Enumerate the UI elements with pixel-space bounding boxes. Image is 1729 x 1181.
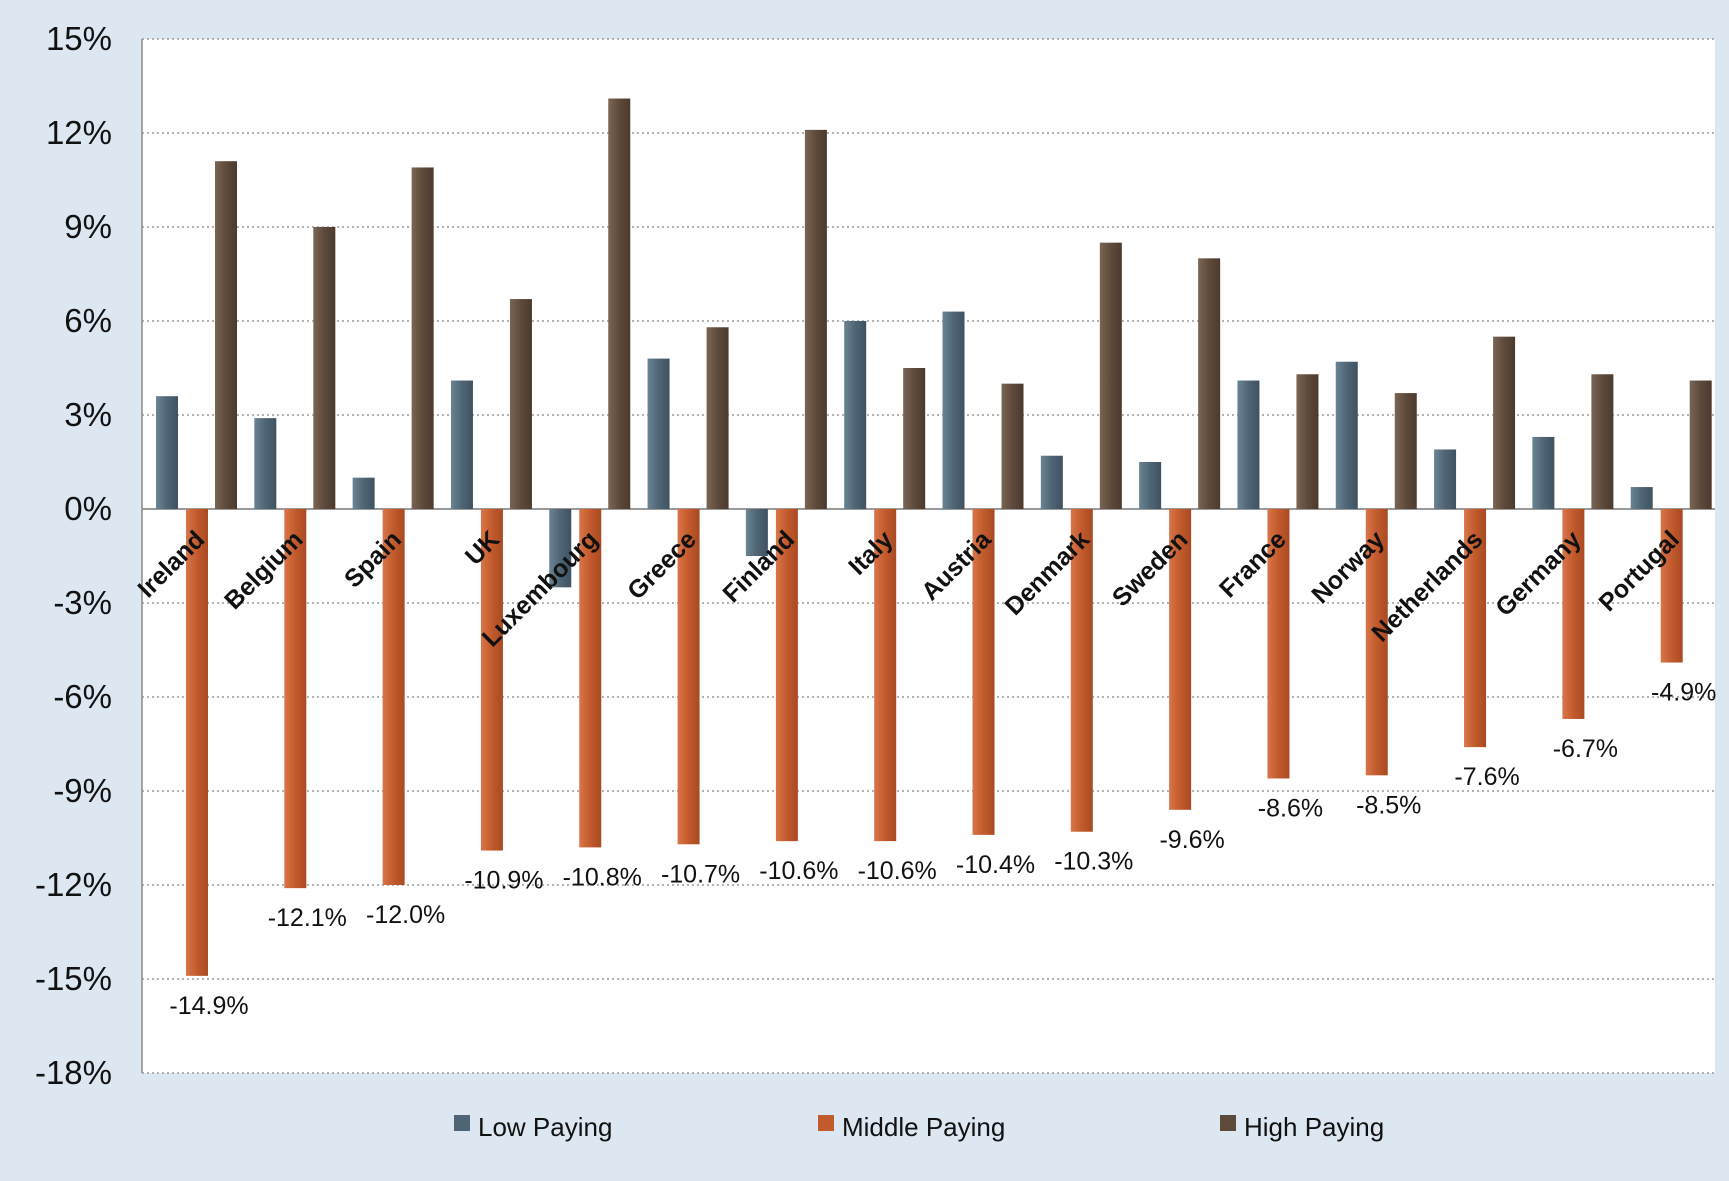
data-label: -6.7% bbox=[1553, 735, 1618, 763]
y-tick-label: 9% bbox=[64, 208, 112, 245]
data-label: -10.9% bbox=[464, 867, 543, 895]
middle-paying-bar bbox=[579, 509, 602, 848]
data-label: -10.6% bbox=[759, 857, 838, 885]
low-paying-bar bbox=[1335, 361, 1358, 509]
high-paying-bar bbox=[313, 227, 336, 509]
high-paying-bar bbox=[804, 129, 827, 509]
gridlines bbox=[141, 38, 1715, 1074]
data-label: -12.0% bbox=[366, 901, 445, 929]
y-tick-label: 0% bbox=[64, 490, 112, 527]
data-label: -4.9% bbox=[1651, 679, 1716, 707]
data-label: -10.3% bbox=[1054, 848, 1133, 876]
data-labels: -14.9% -12.1% -12.0% -10.9% -10.8% -10.7% -10.… bbox=[169, 679, 1716, 1020]
high-paying-bar bbox=[706, 327, 729, 509]
low-paying-bar bbox=[254, 418, 277, 509]
low-paying-bar bbox=[1237, 380, 1260, 509]
high-paying-bar bbox=[215, 161, 238, 509]
low-paying-bar bbox=[1434, 449, 1457, 509]
data-label: -10.6% bbox=[858, 857, 937, 885]
low-paying-bar bbox=[156, 396, 179, 509]
middle-paying-bar bbox=[775, 509, 798, 842]
legend-swatch bbox=[1220, 1115, 1236, 1131]
y-tick-label: 12% bbox=[46, 114, 112, 151]
middle-paying-bar bbox=[480, 509, 503, 851]
low-paying-bar bbox=[1139, 462, 1162, 509]
data-label: -12.1% bbox=[268, 904, 347, 932]
legend-label: High Paying bbox=[1244, 1112, 1384, 1142]
y-tick-label: 6% bbox=[64, 302, 112, 339]
low-paying-bar bbox=[844, 321, 867, 509]
data-label: -10.8% bbox=[563, 863, 642, 891]
data-label: -8.6% bbox=[1258, 794, 1323, 822]
low-paying-bar bbox=[745, 509, 768, 556]
y-tick-label: -6% bbox=[53, 678, 112, 715]
low-paying-bar bbox=[450, 380, 473, 509]
high-paying-bar bbox=[1689, 380, 1712, 509]
middle-paying-bar bbox=[186, 509, 209, 976]
low-paying-bar bbox=[549, 509, 572, 588]
data-label: -7.6% bbox=[1454, 763, 1519, 791]
bars bbox=[156, 98, 1712, 976]
high-paying-bar bbox=[1001, 383, 1024, 509]
high-paying-bar bbox=[608, 98, 631, 510]
y-tick-label: -3% bbox=[53, 584, 112, 621]
high-paying-bar bbox=[1394, 393, 1417, 509]
legend: Low Paying Middle Paying High Paying bbox=[454, 1112, 1384, 1142]
middle-paying-bar bbox=[874, 509, 897, 842]
low-paying-bar bbox=[352, 477, 375, 509]
data-label: -10.4% bbox=[956, 851, 1035, 879]
y-axis-ticks: 15% 12% 9% 6% 3% 0% -3% -6% -9% -12% -15% -18% bbox=[35, 20, 112, 1091]
high-paying-bar bbox=[1198, 258, 1221, 509]
high-paying-bar bbox=[1296, 374, 1319, 509]
middle-paying-bar bbox=[677, 509, 700, 845]
middle-paying-bar bbox=[1365, 509, 1388, 776]
middle-paying-bar bbox=[1464, 509, 1487, 748]
high-paying-bar bbox=[509, 299, 532, 509]
middle-paying-bar bbox=[1070, 509, 1093, 832]
legend-swatch bbox=[454, 1115, 470, 1131]
y-tick-label: -12% bbox=[35, 866, 112, 903]
middle-paying-bar bbox=[1562, 509, 1585, 719]
y-tick-label: -9% bbox=[53, 772, 112, 809]
low-paying-bar bbox=[1532, 436, 1555, 509]
legend-label: Low Paying bbox=[478, 1112, 612, 1142]
middle-paying-bar bbox=[382, 509, 405, 885]
data-label: -9.6% bbox=[1159, 826, 1224, 854]
data-label: -8.5% bbox=[1356, 791, 1421, 819]
legend-swatch bbox=[818, 1115, 834, 1131]
y-tick-label: -15% bbox=[35, 960, 112, 997]
high-paying-bar bbox=[1493, 336, 1516, 509]
low-paying-bar bbox=[1040, 455, 1063, 509]
legend-label: Middle Paying bbox=[842, 1112, 1005, 1142]
low-paying-bar bbox=[647, 358, 670, 509]
low-paying-bar bbox=[1630, 487, 1653, 509]
y-tick-label: -18% bbox=[35, 1054, 112, 1091]
middle-paying-bar bbox=[972, 509, 995, 835]
low-paying-bar bbox=[942, 311, 965, 509]
middle-paying-bar bbox=[284, 509, 307, 889]
high-paying-bar bbox=[903, 368, 926, 509]
high-paying-bar bbox=[1099, 242, 1122, 509]
high-paying-bar bbox=[411, 167, 434, 509]
middle-paying-bar bbox=[1660, 509, 1683, 663]
data-label: -10.7% bbox=[661, 860, 740, 888]
y-tick-label: 3% bbox=[64, 396, 112, 433]
y-tick-label: 15% bbox=[46, 20, 112, 57]
middle-paying-bar bbox=[1267, 509, 1290, 779]
middle-paying-bar bbox=[1169, 509, 1192, 810]
data-label: -14.9% bbox=[169, 992, 248, 1020]
high-paying-bar bbox=[1591, 374, 1614, 509]
